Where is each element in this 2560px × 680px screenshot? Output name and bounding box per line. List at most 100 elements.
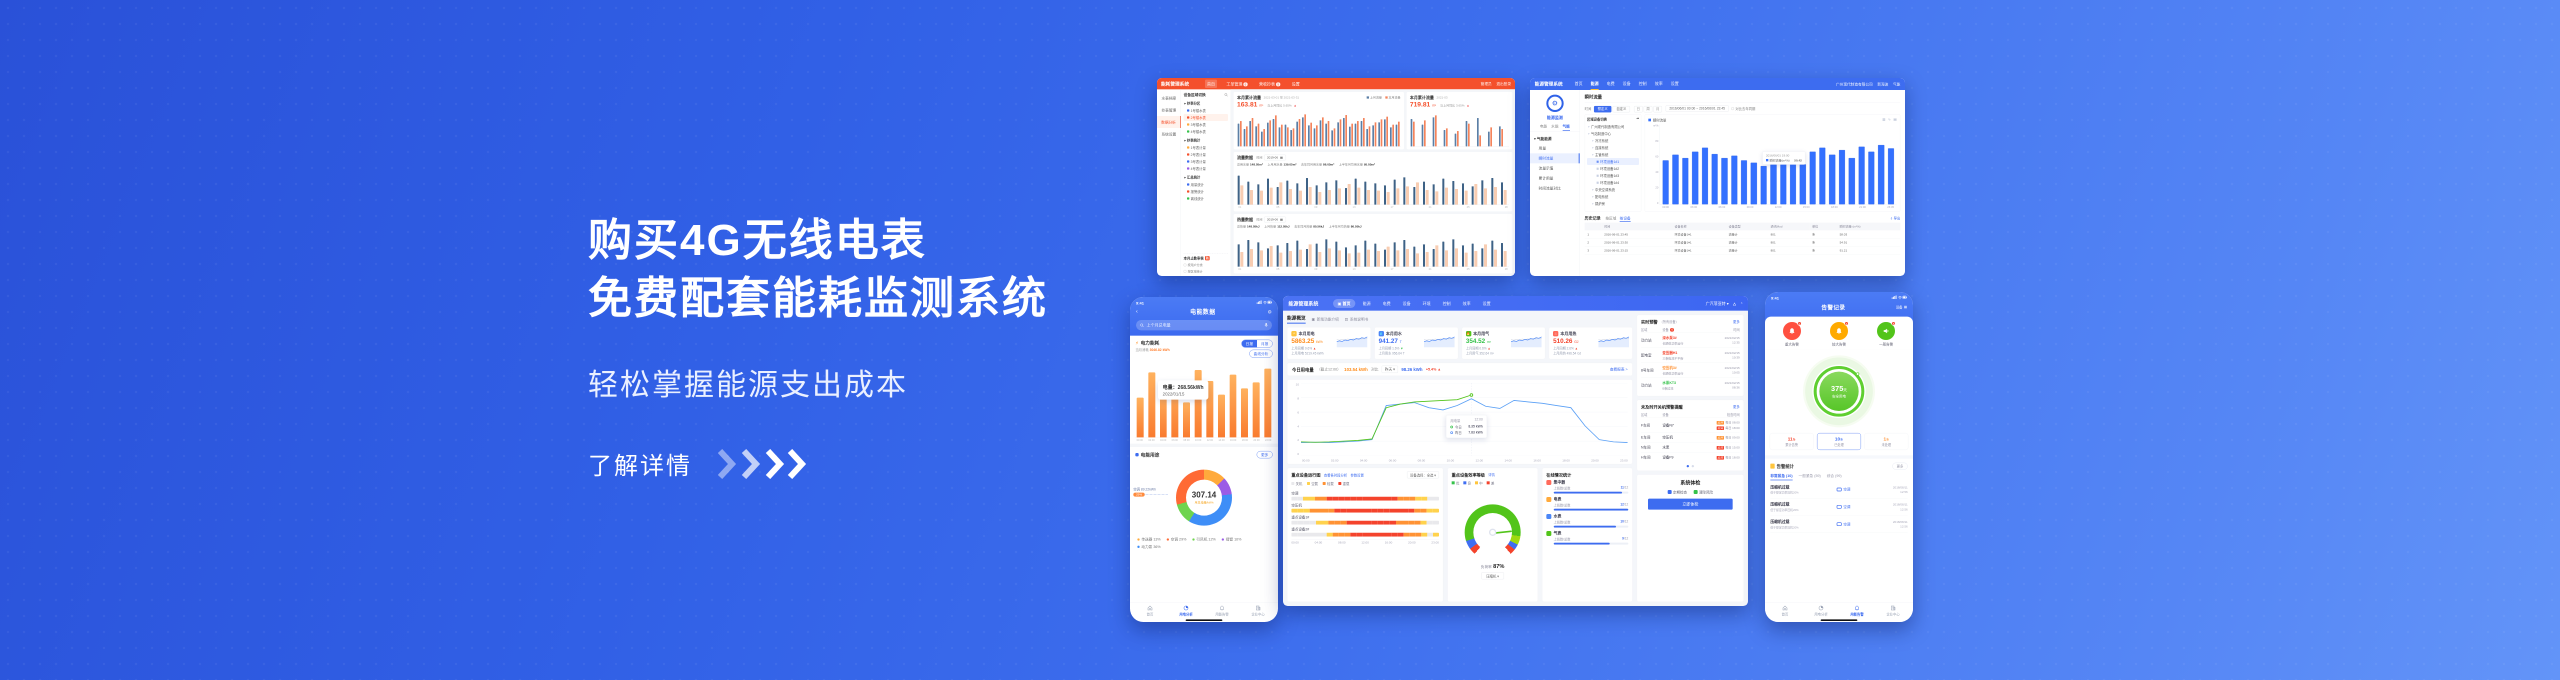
company-select[interactable]: 广汽菲亚特 ▾	[1705, 301, 1729, 306]
view-report-link[interactable]: 查看报表 >	[1609, 367, 1628, 372]
line-chart-icon[interactable]: ∿	[1888, 117, 1891, 122]
table-row-2[interactable]: 3 2016-06-01 23:15 环境设备1#1 流量计 801 条 91.21	[1584, 246, 1901, 255]
export-button[interactable]: ⇩ 导出	[1889, 216, 1901, 221]
menu-item-4[interactable]: 时间流量对比	[1538, 186, 1561, 191]
curve-analysis-button[interactable]: 曲线分析	[1249, 349, 1273, 358]
tab-1[interactable]: 用电分析	[1803, 605, 1839, 617]
learn-more-link[interactable]: 了解详情	[588, 446, 1048, 481]
device-tree-item-3[interactable]: ▸ 连接系统	[1587, 144, 1639, 151]
alarm-list-row-2[interactable]: 压缩机过载 低于额定功率压机20% 空调 2018/08/11 12:56	[1770, 516, 1908, 533]
device-tree-item-7[interactable]: ▦ 环境设备1#3	[1587, 172, 1639, 179]
stat-tab-2[interactable]: 综合 (99)	[1826, 473, 1842, 478]
alarm-level-0[interactable]: 2 重大告警	[1782, 321, 1802, 347]
filter-pill-1[interactable]: 自定义	[1612, 105, 1630, 113]
device-tree-item-4[interactable]: ▸ 主管系统	[1587, 151, 1639, 158]
main-nav-0[interactable]: ▣ 首页	[1333, 298, 1356, 308]
alarm-level-2[interactable]: 5 一般告警	[1877, 321, 1896, 347]
orange-dash-logout[interactable]: 退出登录	[1496, 81, 1511, 86]
stat-tab-1[interactable]: 一般紧急 (59)	[1798, 473, 1821, 478]
main-nav-4[interactable]: 环境	[1422, 301, 1431, 306]
alert-row-3[interactable]: 动力站 水泵KT3 B相过流 2021/02/15 08:36	[1640, 377, 1740, 393]
stat-tab-0[interactable]: 非常紧急 (10)	[1770, 473, 1793, 481]
unit-button-0[interactable]: 日	[1633, 105, 1643, 113]
switch-row-2[interactable]: N车间 水泵 应关 每日 15:00	[1640, 442, 1740, 452]
topbar-right-2[interactable]: 气能	[1892, 82, 1901, 87]
rail-item-3[interactable]: 系统设置	[1161, 132, 1177, 137]
mic-icon[interactable]	[1264, 323, 1268, 327]
alarm-stat-2[interactable]: 1条 未处理	[1864, 432, 1909, 450]
home-indicator[interactable]	[1820, 619, 1858, 621]
main-nav-2[interactable]: 电费	[1382, 301, 1391, 306]
unit-button-1[interactable]: 周	[1643, 105, 1653, 113]
device-tree-item-9[interactable]: ▸ 中央空调系统	[1587, 186, 1639, 193]
blue-nav-2[interactable]: 电费	[1606, 81, 1615, 86]
alert-row-1[interactable]: 配电室 变压器H1 三相电流不平衡 2021/02/15 10:39	[1640, 347, 1740, 363]
orange-nav-1[interactable]: 工单管理 6	[1226, 81, 1248, 87]
device-tree-item-0[interactable]: ▸ 广州现代制造有限公司	[1587, 123, 1639, 130]
main-nav-1[interactable]: 能源	[1362, 301, 1371, 306]
tab-0[interactable]: 首页	[1767, 605, 1803, 617]
menu-item-3[interactable]: 累计用量	[1538, 176, 1554, 181]
main-nav-3[interactable]: 设备	[1402, 301, 1411, 306]
tree-item[interactable]: 3号表计量	[1184, 158, 1228, 165]
blue-nav-3[interactable]: 设备	[1622, 81, 1631, 86]
more-link[interactable]: 更多	[1732, 405, 1740, 409]
main-nav-6[interactable]: 效率	[1462, 301, 1471, 306]
date-range-picker[interactable]: 2016/06/01 00:00 ~ 2016/06/01 23:45	[1665, 105, 1729, 112]
footer-label[interactable]: 本月止数审核	[1183, 256, 1204, 261]
menu-item-0[interactable]: 用量	[1538, 146, 1546, 151]
tab-1[interactable]: 用电分析	[1168, 605, 1204, 617]
tree-item[interactable]: 2号表计量	[1184, 151, 1228, 158]
compare-select[interactable]: 昨天 ▾	[1381, 365, 1398, 373]
blue-nav-6[interactable]: 设置	[1670, 81, 1679, 86]
device-tree-item-11[interactable]: ▸ 锅炉房	[1587, 200, 1639, 207]
menu-item-2[interactable]: 流量示值	[1538, 166, 1554, 171]
switch-row-0[interactable]: F车间 设备N7 应开 每日 08:00 应关 每日 18:00	[1640, 417, 1740, 433]
month-picker[interactable]: 2019-06 ▦	[1264, 154, 1286, 161]
orange-nav-0[interactable]: 首页	[1204, 79, 1218, 88]
tree-item[interactable]: 3号楼水表	[1184, 121, 1228, 128]
topbar-right-1[interactable]: 新海波	[1877, 82, 1889, 87]
home-indicator[interactable]	[1185, 619, 1223, 621]
tree-item[interactable]: 4号楼水表	[1184, 128, 1228, 135]
tab-3[interactable]: 企业中心	[1240, 605, 1276, 617]
main-nav-7[interactable]: 设置	[1482, 301, 1491, 306]
blue-nav-5[interactable]: 效率	[1654, 81, 1663, 86]
tab-2[interactable]: 用能告警	[1204, 605, 1240, 617]
pagination-dots[interactable]	[1641, 464, 1740, 468]
audit-option-0[interactable]: 按用户分类	[1183, 263, 1228, 267]
orange-nav-2[interactable]: 营收抄表 9	[1259, 81, 1281, 87]
device-tree-item-1[interactable]: ▸ 气站制造中心	[1587, 130, 1639, 137]
tree-item[interactable]: 4号表计量	[1184, 165, 1228, 172]
device-tree-item-5[interactable]: ▦ 环境设备1#1	[1586, 157, 1639, 165]
alert-row-0[interactable]: 动力站 深水泵3# 长期低功率运行 2021/02/15 12:35	[1640, 332, 1740, 348]
device-tree-item-8[interactable]: ▦ 环境设备1#4	[1587, 179, 1639, 186]
compressor-select[interactable]: 压缩机 ▾	[1481, 572, 1504, 580]
rail-item-1[interactable]: 抄表管理	[1161, 108, 1177, 113]
audit-option-1[interactable]: 按区域统计	[1183, 269, 1228, 273]
table-row-1[interactable]: 2 2016-06-01 23:30 环境设备1#1 流量计 801 条 54.91	[1584, 238, 1901, 247]
month-picker[interactable]: 2019-06 ▦	[1264, 216, 1286, 223]
unit-button-2[interactable]: 月	[1653, 105, 1662, 113]
menu-item-1[interactable]: 瞬时流量	[1530, 153, 1580, 164]
tree-item[interactable]: 离线统计	[1184, 195, 1228, 202]
rail-item-2[interactable]: 数据分析	[1157, 115, 1181, 128]
back-icon[interactable]: ‹	[1136, 308, 1138, 315]
orange-dash-user[interactable]: 管理员	[1480, 81, 1492, 86]
energy-tab-1[interactable]: 水能	[1551, 124, 1559, 129]
device-select[interactable]: 设备选择：全选 ▾	[1407, 471, 1439, 479]
alert-row-2[interactable]: 8号车间 空压机3# 长期低功率运行 2021/02/15 10:05	[1640, 362, 1740, 378]
run-link-1[interactable]: 查看各时段分析	[1323, 473, 1348, 478]
history-tab-0[interactable]: 按区域	[1605, 216, 1617, 221]
device-tree-item-10[interactable]: ▸ 配电系统	[1587, 193, 1639, 200]
rail-item-0[interactable]: 水表档案	[1161, 96, 1177, 101]
search-icon[interactable]	[1224, 93, 1228, 97]
device-tree-item-6[interactable]: ▦ 环境设备1#2	[1587, 165, 1639, 172]
main-nav-5[interactable]: 控制	[1442, 301, 1451, 306]
overview-link-2[interactable]: ▤ 系统说明书	[1344, 317, 1369, 322]
bell-icon[interactable]: 🜂	[1732, 301, 1737, 307]
more-button[interactable]: 更多	[1892, 462, 1908, 470]
run-link-2[interactable]: 参数设置	[1350, 473, 1364, 478]
alarm-stat-1[interactable]: 10条 已处理	[1816, 432, 1861, 450]
alarm-list-row-1[interactable]: 压缩机过载 低于额定功率压机20% 空调 2018/08/11 12:56	[1770, 498, 1908, 516]
